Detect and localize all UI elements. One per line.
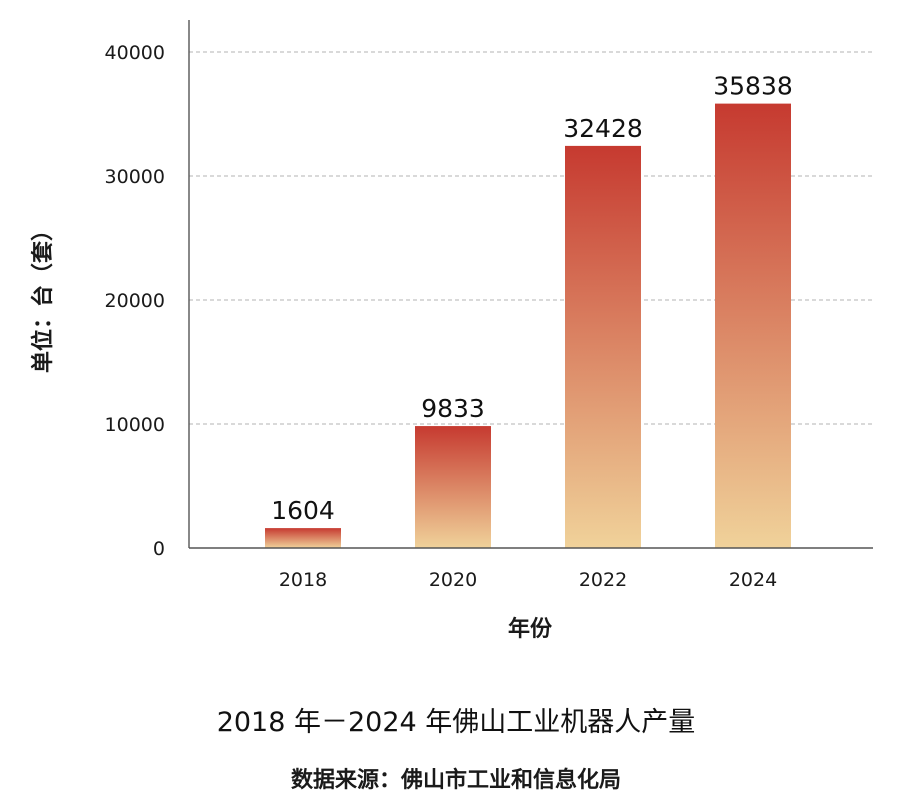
x-tick-label-2022: 2022	[579, 569, 627, 591]
data-label-2018: 1604	[271, 496, 335, 525]
y-tick-label-10000: 10000	[105, 414, 165, 436]
x-axis-title: 年份	[508, 616, 553, 642]
bar-chart-svg: 0 10000 20000 30000 40000 1604 2018 9833 2020 324…	[30, 20, 873, 642]
x-tick-label-2020: 2020	[429, 569, 477, 591]
x-tick-label-2018: 2018	[279, 569, 327, 591]
data-label-2020: 9833	[421, 394, 485, 423]
y-tick-label-0: 0	[153, 538, 165, 560]
chart-title: 2018 年－2024 年佛山工业机器人产量	[216, 707, 696, 738]
data-label-2022: 32428	[563, 114, 643, 143]
bar-2020	[415, 426, 491, 548]
y-tick-label-20000: 20000	[105, 290, 165, 312]
chart-source: 数据来源：佛山市工业和信息化局	[290, 768, 621, 793]
y-tick-label-40000: 40000	[105, 42, 165, 64]
data-label-2024: 35838	[713, 72, 793, 101]
bar-2022	[565, 145, 641, 548]
bar-2024	[715, 103, 791, 549]
y-axis-title: 单位：台（套）	[30, 219, 56, 373]
y-tick-label-30000: 30000	[105, 166, 165, 188]
bar-2018	[265, 528, 341, 548]
x-tick-label-2024: 2024	[729, 569, 777, 591]
chart-area: 0 10000 20000 30000 40000 1604 2018 9833 2020 324…	[30, 20, 873, 642]
